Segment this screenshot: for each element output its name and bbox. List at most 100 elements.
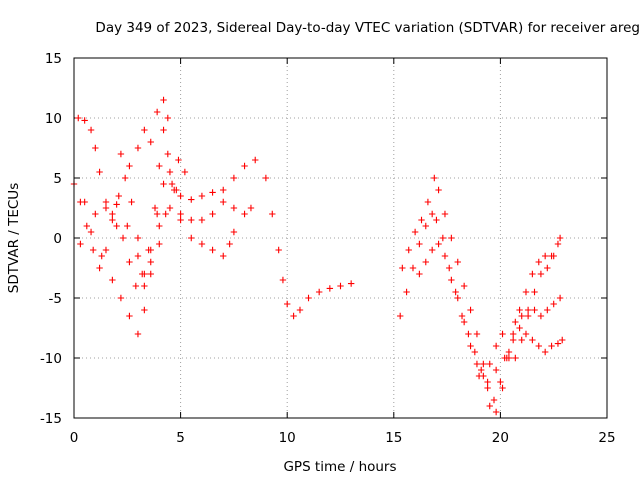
data-point: [529, 270, 536, 278]
data-point: [416, 240, 423, 248]
data-point: [102, 246, 110, 254]
data-point: [109, 216, 116, 224]
data-point: [435, 186, 442, 194]
data-point: [448, 234, 455, 242]
data-point: [460, 282, 468, 290]
data-point: [252, 156, 259, 164]
data-point: [141, 282, 148, 290]
data-point: [522, 288, 530, 296]
data-point: [113, 222, 120, 230]
series-track-i: [475, 240, 562, 386]
data-point: [480, 360, 487, 368]
data-point: [454, 258, 461, 266]
data-point: [162, 210, 169, 218]
data-point: [544, 264, 551, 272]
data-point: [188, 196, 195, 203]
data-point: [541, 252, 549, 260]
data-series: [70, 96, 566, 416]
data-point: [109, 276, 116, 284]
data-point: [471, 348, 479, 356]
data-point: [467, 306, 474, 314]
data-point: [409, 264, 417, 272]
data-point: [147, 138, 154, 146]
data-point: [247, 204, 255, 212]
data-point: [473, 360, 481, 368]
data-point: [284, 300, 291, 308]
data-point: [431, 174, 438, 182]
data-point: [499, 384, 506, 392]
data-point: [102, 198, 110, 206]
data-point: [198, 216, 206, 224]
data-point: [96, 168, 103, 176]
data-point: [177, 210, 184, 218]
series-track-f: [396, 210, 566, 404]
series-track-h: [416, 234, 564, 380]
data-point: [424, 198, 432, 206]
data-point: [156, 222, 163, 230]
data-point: [124, 222, 131, 230]
data-point: [492, 408, 500, 416]
data-point: [89, 246, 97, 254]
data-point: [241, 162, 248, 170]
x-axis-label: GPS time / hours: [283, 459, 396, 475]
data-point: [141, 306, 148, 314]
data-point: [492, 342, 500, 350]
data-point: [399, 264, 406, 272]
data-point: [121, 174, 129, 182]
data-point: [326, 285, 334, 292]
data-point: [160, 96, 167, 104]
data-point: [478, 366, 485, 374]
data-point: [492, 366, 500, 374]
data-point: [177, 192, 184, 200]
data-point: [531, 288, 538, 296]
x-tick-label: 0: [70, 430, 79, 446]
data-point: [475, 372, 483, 380]
data-point: [433, 216, 440, 224]
data-point: [522, 330, 530, 338]
data-point: [77, 240, 84, 248]
series-track-d: [77, 156, 189, 338]
data-point: [439, 234, 447, 242]
data-point: [164, 150, 172, 158]
data-point: [181, 168, 189, 176]
data-point: [164, 114, 172, 122]
data-point: [166, 168, 174, 176]
data-point: [139, 270, 146, 278]
data-point: [115, 192, 122, 200]
data-point: [198, 192, 206, 200]
data-point: [524, 312, 532, 320]
data-point: [160, 180, 167, 188]
data-point: [209, 246, 216, 254]
data-point: [405, 246, 412, 254]
data-point: [422, 258, 429, 266]
series-track-e: [117, 96, 172, 170]
data-point: [87, 126, 95, 134]
data-point: [209, 210, 216, 218]
data-point: [347, 280, 355, 287]
data-point: [96, 264, 103, 272]
plot-frame: [73, 57, 608, 419]
data-point: [156, 240, 163, 248]
data-point: [554, 340, 562, 347]
data-point: [109, 210, 116, 218]
data-point: [147, 258, 154, 266]
data-point: [230, 174, 238, 182]
data-point: [505, 348, 513, 356]
chart-title: Day 349 of 2023, Sidereal Day-to-day VTE…: [95, 20, 640, 36]
data-point: [484, 378, 491, 386]
data-point: [171, 186, 178, 194]
data-point: [535, 342, 542, 350]
data-point: [524, 306, 532, 314]
data-point: [279, 276, 287, 284]
series-track-b: [75, 114, 238, 290]
x-tick-label: 25: [598, 430, 615, 446]
y-tick-label: 0: [53, 231, 62, 247]
data-point: [147, 270, 154, 278]
data-point: [499, 330, 506, 338]
data-point: [454, 294, 461, 302]
data-point: [516, 324, 523, 332]
data-point: [241, 210, 248, 218]
y-tick-label: -15: [40, 411, 62, 427]
y-tick-label: 5: [53, 171, 62, 187]
